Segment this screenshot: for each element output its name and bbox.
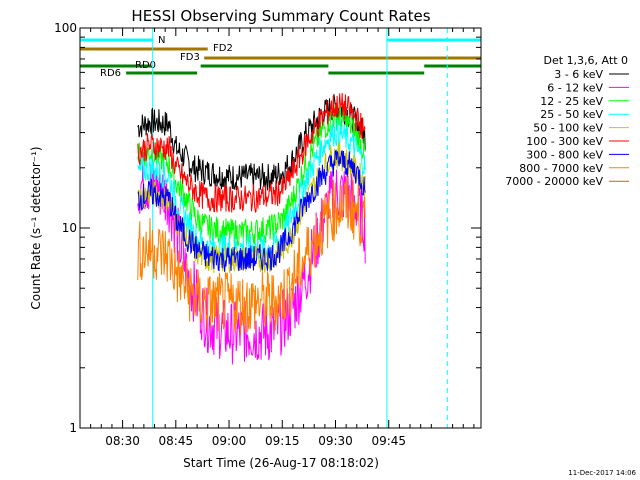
series-line-5 (137, 92, 366, 213)
legend-label-1: 6 - 12 keV (547, 81, 603, 94)
series-line-6 (137, 149, 366, 272)
y-axis-label: Count Rate (s⁻¹ detector⁻¹) (29, 146, 43, 309)
bar-label-fd2: FD2 (213, 43, 233, 54)
bar-label-rd0: RD0 (135, 60, 156, 71)
legend-label-8: 7000 - 20000 keV (505, 175, 603, 188)
timestamp: 11-Dec-2017 14:06 (568, 469, 636, 477)
legend-header: Det 1,3,6, Att 0 (544, 54, 628, 67)
x-tick-label-0: 08:30 (105, 434, 140, 448)
x-axis-label: Start Time (26-Aug-17 08:18:02) (183, 456, 379, 470)
x-tick-label-4: 09:30 (318, 434, 353, 448)
y-tick-label-0: 1 (69, 421, 77, 435)
y-tick-label-2: 100 (54, 21, 77, 35)
legend-label-5: 100 - 300 keV (526, 135, 603, 148)
bar-label-n: N (158, 35, 165, 46)
legend-label-0: 3 - 6 keV (554, 68, 603, 81)
legend-label-3: 25 - 50 keV (540, 108, 603, 121)
chart-title: HESSI Observing Summary Count Rates (131, 7, 430, 25)
y-tick-label-1: 10 (62, 221, 77, 235)
x-tick-label-1: 08:45 (159, 434, 194, 448)
x-tick-label-5: 09:45 (371, 434, 406, 448)
legend-label-2: 12 - 25 keV (540, 95, 603, 108)
bar-label-fd3: FD3 (180, 52, 200, 63)
legend-label-4: 50 - 100 keV (533, 122, 603, 135)
observing-bars: N FD2 FD3 RD0 RD6 (80, 35, 481, 79)
y-axis-ticks: 1 10 100 (54, 21, 481, 435)
bar-label-rd6: RD6 (100, 68, 121, 79)
series-line-7 (137, 174, 366, 335)
x-axis-ticks: 08:30 08:45 09:00 09:15 09:30 09:45 (90, 28, 475, 448)
series-lines (137, 92, 366, 365)
x-tick-label-3: 09:15 (265, 434, 300, 448)
legend-label-6: 300 - 800 keV (526, 148, 603, 161)
series-line-2 (137, 104, 366, 247)
x-tick-label-2: 09:00 (212, 434, 247, 448)
legend-label-7: 800 - 7000 keV (519, 162, 603, 175)
